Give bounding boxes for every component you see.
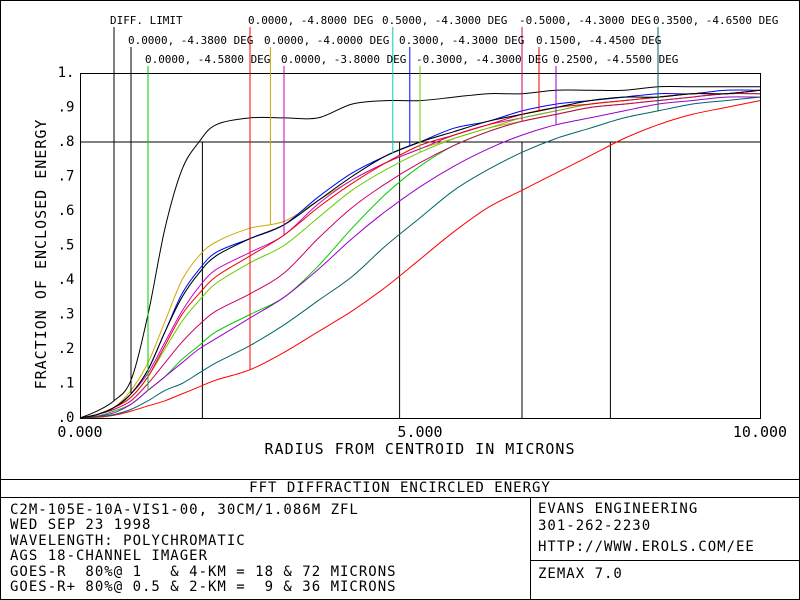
legend-label: 0.3500, -4.6500 DEG [653,14,778,27]
axes: .0 .1 .2 .3 .4 .5 .6 .7 .8 .9 1. 0.000 5.000 10.000 RA… [32,65,787,458]
y-tick-label: .0 [58,410,75,426]
footer-line: AGS 18-CHANNEL IMAGER [10,548,209,564]
footer-line: WED SEP 23 1998 [10,517,152,533]
legend-label: DIFF. LIMIT [110,14,183,27]
legend-label: 0.0000, -4.3800 DEG [128,34,253,47]
y-tick-label: 1. [58,65,75,81]
software-version: ZEMAX 7.0 [538,566,623,582]
company-phone: 301-262-2230 [538,518,652,534]
y-tick-label: .9 [58,100,75,116]
x-tick-label: 10.000 [733,423,787,441]
series-line [79,100,761,419]
footer-line: WAVELENGTH: POLYCHROMATIC [10,533,246,549]
y-tick-label: .4 [58,272,75,288]
y-tick-label: .5 [58,238,75,254]
x-axis-label: RADIUS FROM CENTROID IN MICRONS [265,440,576,458]
company-url: HTTP://WWW.EROLS.COM/EE [538,539,755,555]
legend-label: 0.1500, -4.4500 DEG [536,34,661,47]
y-tick-label: .7 [58,169,75,185]
y-tick-label: .2 [58,341,75,357]
legend-label: -0.5000, -4.3000 DEG [519,14,651,27]
legend-label: 0.0000, -4.5800 DEG [145,53,270,66]
x-tick-label: 5.000 [397,423,442,441]
y-tick-label: .1 [58,376,75,392]
series-line [79,96,761,419]
y-tick-label: .6 [58,203,75,219]
legend-label: 0.0000, -3.8000 DEG [281,53,406,66]
legend: DIFF. LIMIT 0.0000, -4.8000 DEG 0.5000, -4… [110,14,778,401]
plot-title: FFT DIFFRACTION ENCIRCLED ENERGY [249,480,551,496]
footer-line: GOES-R+ 80%@ 0.5 & 2-KM = 9 & 36 MICRONS [10,579,397,595]
y-axis-label: FRACTION OF ENCLOSED ENERGY [32,119,50,390]
legend-label: 0.0000, -4.0000 DEG [264,34,389,47]
legend-label: 0.2500, -4.5500 DEG [553,53,678,66]
legend-label: -0.3000, -4.3000 DEG [416,53,548,66]
footer-line: C2M-105E-10A-VIS1-00, 30CM/1.086M ZFL [10,502,359,518]
x-tick-label: 0.000 [57,423,102,441]
y-tick-label: .8 [58,134,75,150]
company-name: EVANS ENGINEERING [538,501,699,517]
y-tick-label: .3 [58,307,75,323]
footer-line: GOES-R 80%@ 1 & 4-KM = 18 & 72 MICRONS [10,564,397,580]
legend-label: 0.0000, -4.8000 DEG [248,14,373,27]
legend-label: 0.3000, -4.3000 DEG [399,34,524,47]
legend-label: 0.5000, -4.3000 DEG [382,14,507,27]
